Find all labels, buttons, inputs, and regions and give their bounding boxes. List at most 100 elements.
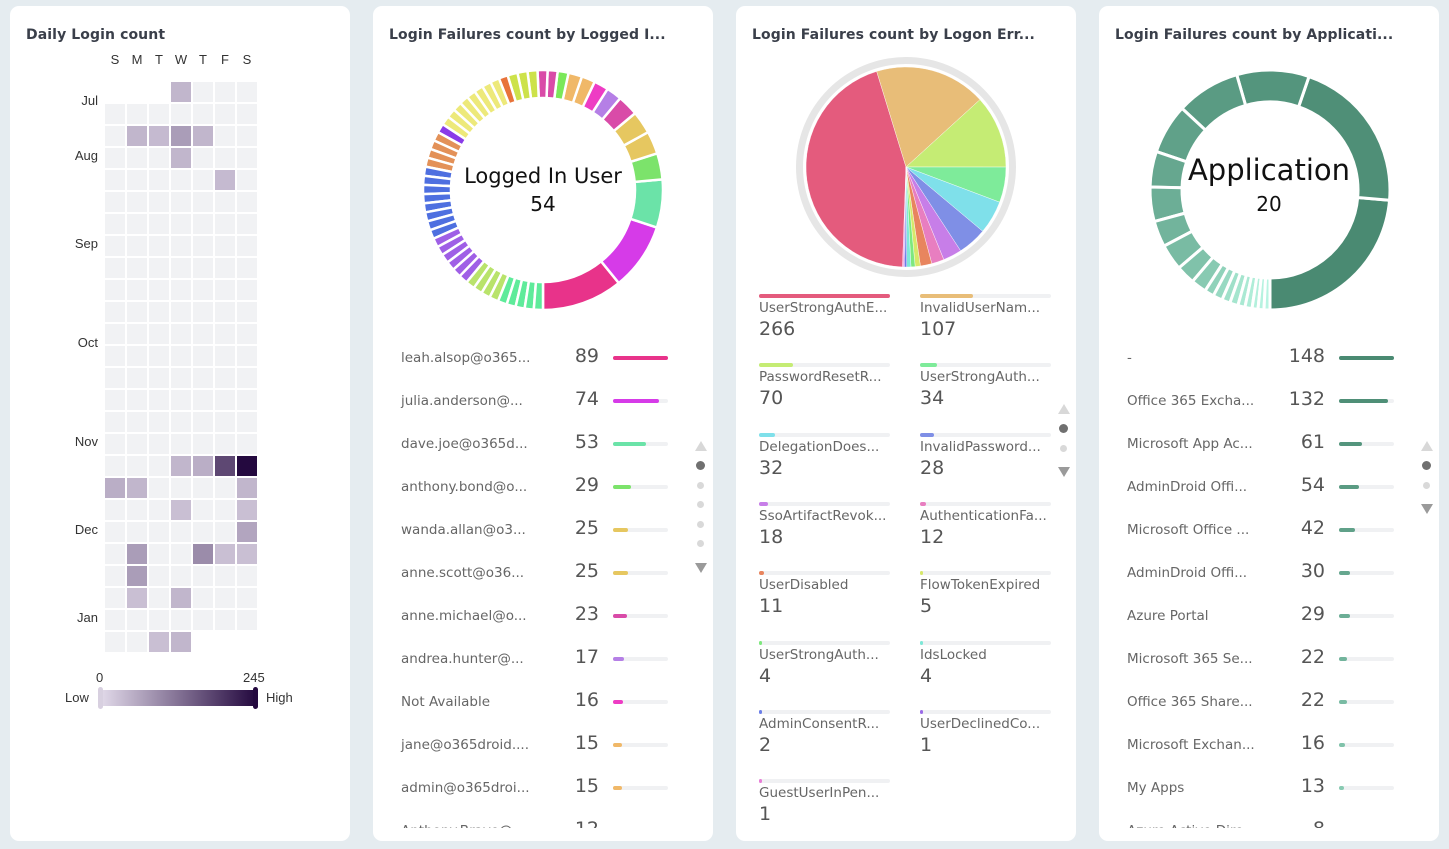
- list-item[interactable]: wanda.allan@o3... 25: [373, 517, 713, 565]
- heatmap-day-cell[interactable]: [193, 258, 213, 278]
- heatmap-day-cell[interactable]: [237, 588, 257, 608]
- list-item[interactable]: My Apps 13: [1099, 775, 1439, 823]
- page-dot[interactable]: [1060, 444, 1067, 452]
- heatmap-day-cell[interactable]: [149, 170, 169, 190]
- heatmap-day-cell[interactable]: [215, 214, 235, 234]
- legend-item[interactable]: InvalidUserNam... 107: [920, 294, 1051, 363]
- heatmap-day-cell[interactable]: [105, 632, 125, 652]
- legend-item[interactable]: AdminConsentR... 2: [759, 709, 890, 779]
- heatmap-day-cell[interactable]: [193, 478, 213, 498]
- heatmap-day-cell[interactable]: [237, 148, 257, 168]
- legend-item[interactable]: PasswordResetR... 70: [759, 363, 890, 432]
- heatmap-day-cell[interactable]: [171, 566, 191, 586]
- heatmap-day-cell[interactable]: [105, 346, 125, 366]
- heatmap-day-cell[interactable]: [171, 280, 191, 300]
- heatmap-day-cell[interactable]: [215, 610, 235, 630]
- heatmap-day-cell[interactable]: [105, 280, 125, 300]
- heatmap-day-cell[interactable]: [193, 126, 213, 146]
- heatmap-day-cell[interactable]: [193, 236, 213, 256]
- legend-high-handle[interactable]: [253, 687, 258, 709]
- list-item[interactable]: AdminDroid Offi... 30: [1099, 560, 1439, 608]
- heatmap-day-cell[interactable]: [215, 346, 235, 366]
- heatmap-day-cell[interactable]: [127, 500, 147, 520]
- heatmap-day-cell[interactable]: [215, 478, 235, 498]
- heatmap-day-cell[interactable]: [193, 368, 213, 388]
- heatmap-day-cell[interactable]: [127, 148, 147, 168]
- heatmap-day-cell[interactable]: [193, 148, 213, 168]
- heatmap-day-cell[interactable]: [193, 456, 213, 476]
- legend-pager[interactable]: [1057, 404, 1071, 494]
- heatmap-day-cell[interactable]: [105, 390, 125, 410]
- heatmap-day-cell[interactable]: [237, 456, 257, 476]
- legend-item[interactable]: IdsLocked 4: [920, 640, 1051, 710]
- chart-segment[interactable]: [532, 280, 545, 312]
- heatmap-day-cell[interactable]: [193, 214, 213, 234]
- heatmap-day-cell[interactable]: [193, 170, 213, 190]
- heatmap-day-cell[interactable]: [171, 610, 191, 630]
- heatmap-day-cell[interactable]: [171, 522, 191, 542]
- heatmap-day-cell[interactable]: [215, 324, 235, 344]
- heatmap-day-cell[interactable]: [127, 588, 147, 608]
- heatmap-day-cell[interactable]: [149, 258, 169, 278]
- heatmap-day-cell[interactable]: [105, 126, 125, 146]
- heatmap-day-cell[interactable]: [237, 478, 257, 498]
- scroll-down-icon[interactable]: [1058, 467, 1070, 477]
- heatmap-day-cell[interactable]: [105, 566, 125, 586]
- heatmap-day-cell[interactable]: [215, 522, 235, 542]
- heatmap-day-cell[interactable]: [127, 236, 147, 256]
- heatmap-day-cell[interactable]: [215, 588, 235, 608]
- heatmap-day-cell[interactable]: [237, 522, 257, 542]
- heatmap-day-cell[interactable]: [149, 566, 169, 586]
- list-item[interactable]: Azure Active Dire... 8: [1099, 818, 1439, 828]
- list-item[interactable]: Microsoft 365 Se... 22: [1099, 646, 1439, 694]
- legend-item[interactable]: UserStrongAuthE... 266: [759, 294, 890, 363]
- heatmap-day-cell[interactable]: [149, 478, 169, 498]
- list-item[interactable]: Microsoft App Ac... 61: [1099, 431, 1439, 479]
- legend-item[interactable]: DelegationDoes... 32: [759, 432, 890, 502]
- heatmap-day-cell[interactable]: [149, 126, 169, 146]
- heatmap-day-cell[interactable]: [105, 368, 125, 388]
- heatmap-day-cell[interactable]: [237, 126, 257, 146]
- heatmap-day-cell[interactable]: [105, 324, 125, 344]
- legend-item[interactable]: UserDisabled 11: [759, 571, 890, 640]
- heatmap-day-cell[interactable]: [127, 214, 147, 234]
- heatmap-day-cell[interactable]: [193, 346, 213, 366]
- heatmap-day-cell[interactable]: [105, 610, 125, 630]
- heatmap-day-cell[interactable]: [149, 390, 169, 410]
- heatmap-day-cell[interactable]: [193, 192, 213, 212]
- heatmap-day-cell[interactable]: [171, 544, 191, 564]
- heatmap-day-cell[interactable]: [149, 412, 169, 432]
- heatmap-day-cell[interactable]: [171, 82, 191, 102]
- page-dot[interactable]: [697, 481, 704, 489]
- list-pager[interactable]: [694, 441, 708, 581]
- heatmap-day-cell[interactable]: [105, 170, 125, 190]
- heatmap-day-cell[interactable]: [193, 280, 213, 300]
- heatmap-day-cell[interactable]: [171, 324, 191, 344]
- heatmap-day-cell[interactable]: [149, 280, 169, 300]
- heatmap-day-cell[interactable]: [215, 258, 235, 278]
- heatmap-day-cell[interactable]: [105, 236, 125, 256]
- heatmap-day-cell[interactable]: [149, 236, 169, 256]
- list-item[interactable]: leah.alsop@o365... 89: [373, 345, 713, 393]
- list-item[interactable]: andrea.hunter@... 17: [373, 646, 713, 694]
- heatmap-day-cell[interactable]: [193, 390, 213, 410]
- heatmap-day-cell[interactable]: [171, 214, 191, 234]
- heatmap-day-cell[interactable]: [215, 192, 235, 212]
- chart-segment[interactable]: [876, 66, 981, 168]
- heatmap-day-cell[interactable]: [215, 566, 235, 586]
- legend-item[interactable]: UserStrongAuth... 34: [920, 363, 1051, 432]
- list-pager[interactable]: [1420, 441, 1434, 531]
- heatmap-day-cell[interactable]: [237, 324, 257, 344]
- heatmap-day-cell[interactable]: [215, 368, 235, 388]
- heatmap-day-cell[interactable]: [171, 632, 191, 652]
- heatmap-day-cell[interactable]: [149, 302, 169, 322]
- heatmap-day-cell[interactable]: [215, 236, 235, 256]
- list-item[interactable]: Anthony.Bravo@... 12: [373, 818, 713, 828]
- list-item[interactable]: AdminDroid Offi... 54: [1099, 474, 1439, 522]
- heatmap-day-cell[interactable]: [171, 368, 191, 388]
- heatmap-day-cell[interactable]: [127, 302, 147, 322]
- heatmap-day-cell[interactable]: [237, 192, 257, 212]
- heatmap-day-cell[interactable]: [215, 412, 235, 432]
- legend-item[interactable]: SsoArtifactRevok... 18: [759, 501, 890, 571]
- chart-segment[interactable]: [1234, 68, 1311, 109]
